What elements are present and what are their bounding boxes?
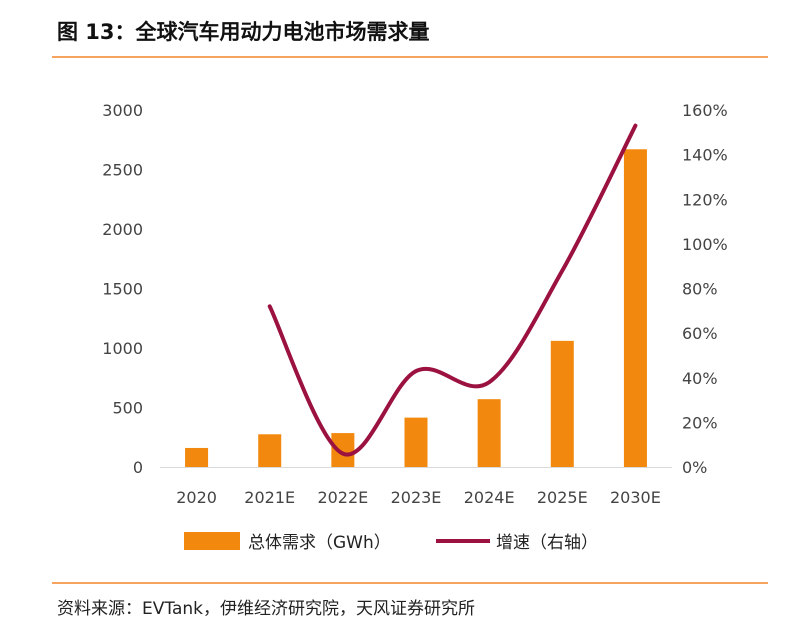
legend-label-line: 增速（右轴）: [496, 533, 598, 553]
title-rule: [52, 56, 768, 58]
right-axis-tick-label: 0%: [682, 458, 707, 477]
x-axis-tick-label: 2023E: [391, 488, 442, 507]
growth-line: [267, 123, 638, 457]
x-axis-tick-label: 2024E: [464, 488, 515, 507]
left-axis-tick-label: 0: [133, 458, 143, 477]
x-axis-tick-label: 2025E: [537, 488, 588, 507]
figure-title: 图 13：全球汽车用动力电池市场需求量: [57, 20, 430, 44]
left-axis-tick-label: 500: [112, 399, 143, 418]
right-axis-tick-label: 40%: [682, 369, 718, 388]
left-axis-tick-label: 2500: [102, 161, 143, 180]
x-axis-tick-label: 2021E: [244, 488, 295, 507]
bar: [185, 447, 209, 467]
left-axis-tick-label: 1000: [102, 339, 143, 358]
right-axis-tick-label: 60%: [682, 324, 718, 343]
right-axis-tick-label: 140%: [682, 146, 728, 165]
left-axis-tick-label: 2000: [102, 220, 143, 239]
right-axis-tick-label: 120%: [682, 190, 728, 209]
legend-swatch-bar: [184, 532, 240, 550]
source-note: 资料来源：EVTank，伊维经济研究院，天风证券研究所: [57, 599, 475, 619]
bar: [331, 433, 355, 467]
x-axis-tick-label: 2030E: [610, 488, 661, 507]
legend-label-bar: 总体需求（GWh）: [248, 533, 391, 553]
x-axis-tick-label: 2022E: [317, 488, 368, 507]
bar: [623, 149, 647, 467]
right-axis-tick-label: 80%: [682, 280, 718, 299]
left-axis-tick-label: 3000: [102, 101, 143, 120]
source-rule: [52, 582, 768, 584]
left-axis-tick-label: 1500: [102, 280, 143, 299]
right-axis-tick-label: 100%: [682, 235, 728, 254]
x-axis-tick-label: 2020: [176, 488, 217, 507]
right-axis-tick-label: 160%: [682, 101, 728, 120]
bar: [550, 340, 574, 467]
bar: [258, 434, 282, 467]
right-axis-tick-label: 20%: [682, 413, 718, 432]
bar: [404, 417, 428, 467]
bar: [477, 399, 501, 467]
